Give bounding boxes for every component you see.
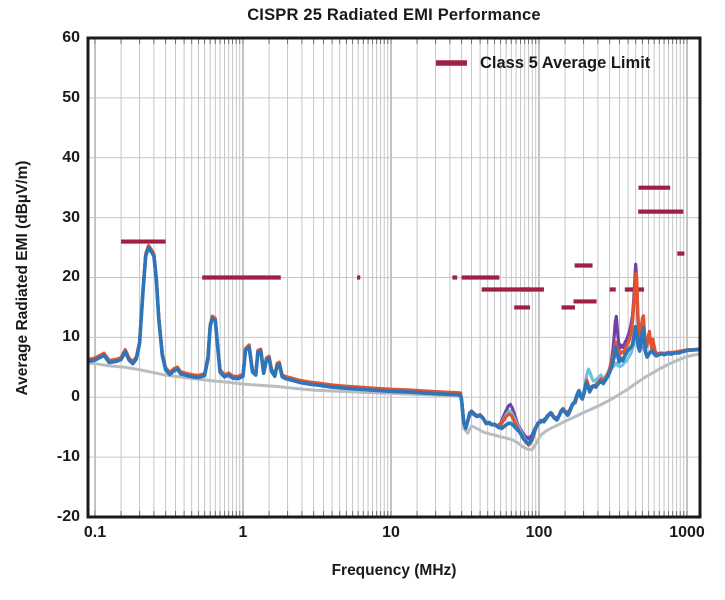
- y-tick-20: 20: [62, 268, 80, 285]
- plot-frame: [86, 36, 702, 519]
- y-tick-50: 50: [62, 89, 80, 106]
- x-tick-10: 10: [382, 524, 400, 541]
- trace-purple: [88, 245, 701, 441]
- y-tick-40: 40: [62, 149, 80, 166]
- trace-orange: [88, 243, 701, 447]
- y-tick-10: 10: [62, 328, 80, 345]
- y-tick-n10: -10: [56, 448, 80, 465]
- x-tick-100: 100: [525, 524, 553, 541]
- y-tick-n20: -20: [56, 508, 80, 525]
- x-tick-0p1: 0.1: [83, 524, 107, 541]
- trace-blue: [87, 245, 701, 446]
- x-tick-1000: 1000: [669, 524, 705, 541]
- trace-gray: [88, 352, 701, 452]
- x-tick-1: 1: [238, 524, 248, 541]
- y-tick-60: 60: [62, 29, 80, 46]
- y-tick-30: 30: [62, 209, 80, 226]
- trace-cyan: [88, 245, 701, 445]
- y-tick-0: 0: [71, 388, 80, 405]
- x-axis-label: Frequency (MHz): [331, 562, 457, 579]
- legend-label: Class 5 Average Limit: [480, 54, 651, 72]
- chart-title: CISPR 25 Radiated EMI Performance: [247, 6, 541, 24]
